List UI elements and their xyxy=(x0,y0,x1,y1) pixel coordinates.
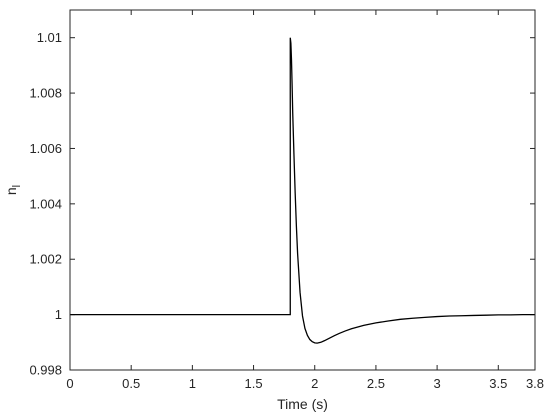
x-tick-label: 0.5 xyxy=(122,376,140,391)
y-axis-label-main: n xyxy=(3,187,19,195)
plot-frame xyxy=(69,9,536,371)
x-tick-label: 0 xyxy=(66,376,73,391)
y-tick-label: 0.998 xyxy=(29,363,62,378)
x-tick-label: 3.5 xyxy=(489,376,507,391)
x-tick-label: 1 xyxy=(189,376,196,391)
x-tick-label: 3.8 xyxy=(526,376,544,391)
y-axis-ticks: 0.998 1 1.002 1.004 1.006 1.008 1.01 xyxy=(29,30,535,378)
x-tick-label: 2 xyxy=(311,376,318,391)
series-line xyxy=(70,37,535,344)
y-tick-label: 1.01 xyxy=(37,30,62,45)
y-tick-label: 1.006 xyxy=(29,141,62,156)
x-tick-label: 3 xyxy=(433,376,440,391)
x-tick-label: 1.5 xyxy=(245,376,263,391)
y-axis-label-subscript: l xyxy=(11,185,23,187)
y-axis-label: nl xyxy=(3,185,23,195)
y-tick-label: 1.002 xyxy=(29,252,62,267)
x-axis-label: Time (s) xyxy=(277,396,328,412)
x-axis-ticks: 0 0.5 1 1.5 2 2.5 3 3.5 3.8 xyxy=(66,10,544,391)
y-tick-label: 1.008 xyxy=(29,86,62,101)
plot-series xyxy=(70,37,535,344)
y-tick-label: 1.004 xyxy=(29,196,62,211)
x-tick-label: 2.5 xyxy=(367,376,385,391)
y-tick-label: 1 xyxy=(55,307,62,322)
